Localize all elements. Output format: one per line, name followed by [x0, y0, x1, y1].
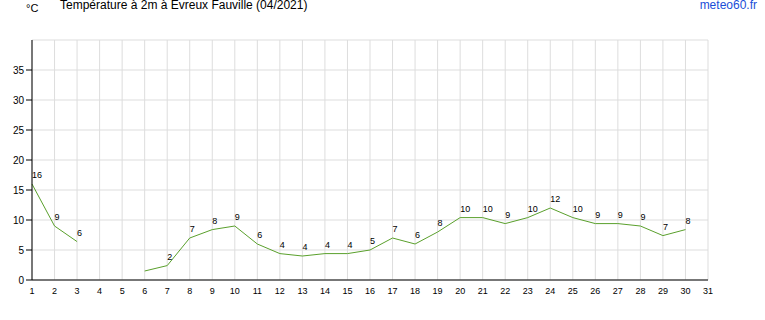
- svg-text:10: 10: [230, 286, 240, 296]
- svg-text:13: 13: [297, 286, 307, 296]
- svg-text:6: 6: [142, 286, 147, 296]
- svg-text:5: 5: [370, 236, 375, 246]
- svg-text:4: 4: [302, 242, 307, 252]
- svg-text:12: 12: [275, 286, 285, 296]
- svg-text:8: 8: [685, 216, 690, 226]
- svg-text:7: 7: [393, 224, 398, 234]
- svg-text:6: 6: [415, 230, 420, 240]
- svg-text:29: 29: [658, 286, 668, 296]
- svg-text:2: 2: [167, 252, 172, 262]
- svg-text:22: 22: [500, 286, 510, 296]
- svg-text:25: 25: [13, 125, 25, 136]
- svg-text:2: 2: [52, 286, 57, 296]
- svg-text:15: 15: [342, 286, 352, 296]
- svg-text:10: 10: [13, 215, 25, 226]
- svg-text:28: 28: [635, 286, 645, 296]
- svg-text:30: 30: [680, 286, 690, 296]
- svg-text:6: 6: [77, 228, 82, 238]
- svg-text:24: 24: [545, 286, 555, 296]
- svg-text:5: 5: [18, 245, 24, 256]
- svg-text:14: 14: [320, 286, 330, 296]
- svg-text:9: 9: [235, 212, 240, 222]
- svg-text:4: 4: [97, 286, 102, 296]
- svg-text:4: 4: [280, 240, 285, 250]
- svg-text:11: 11: [253, 286, 262, 296]
- svg-text:7: 7: [190, 224, 195, 234]
- svg-text:9: 9: [210, 286, 215, 296]
- svg-text:26: 26: [590, 286, 600, 296]
- svg-text:9: 9: [55, 212, 60, 222]
- svg-text:12: 12: [550, 194, 560, 204]
- svg-text:6: 6: [257, 230, 262, 240]
- svg-text:5: 5: [120, 286, 125, 296]
- svg-text:21: 21: [478, 286, 488, 296]
- svg-text:7: 7: [165, 286, 170, 296]
- svg-text:7: 7: [663, 222, 668, 232]
- svg-text:9: 9: [595, 210, 600, 220]
- svg-text:4: 4: [347, 240, 352, 250]
- svg-text:8: 8: [212, 216, 217, 226]
- svg-text:10: 10: [528, 204, 538, 214]
- svg-text:35: 35: [13, 65, 25, 76]
- svg-text:4: 4: [325, 240, 330, 250]
- svg-text:16: 16: [32, 170, 42, 180]
- svg-text:19: 19: [433, 286, 443, 296]
- svg-text:10: 10: [483, 204, 493, 214]
- svg-text:10: 10: [573, 204, 583, 214]
- svg-text:9: 9: [618, 210, 623, 220]
- svg-text:8: 8: [438, 218, 443, 228]
- svg-text:3: 3: [75, 286, 80, 296]
- svg-text:18: 18: [410, 286, 420, 296]
- svg-text:31: 31: [703, 286, 713, 296]
- svg-text:10: 10: [460, 204, 470, 214]
- svg-text:9: 9: [640, 212, 645, 222]
- svg-text:27: 27: [613, 286, 623, 296]
- svg-text:20: 20: [13, 155, 25, 166]
- svg-text:9: 9: [505, 210, 510, 220]
- svg-text:8: 8: [187, 286, 192, 296]
- svg-text:20: 20: [455, 286, 465, 296]
- svg-text:0: 0: [18, 275, 24, 286]
- svg-text:1: 1: [29, 286, 34, 296]
- svg-text:15: 15: [13, 185, 25, 196]
- svg-text:16: 16: [365, 286, 375, 296]
- svg-text:23: 23: [523, 286, 533, 296]
- svg-text:30: 30: [13, 95, 25, 106]
- svg-text:17: 17: [388, 286, 398, 296]
- html-text:°C: °C: [26, 2, 39, 14]
- svg-text:25: 25: [568, 286, 578, 296]
